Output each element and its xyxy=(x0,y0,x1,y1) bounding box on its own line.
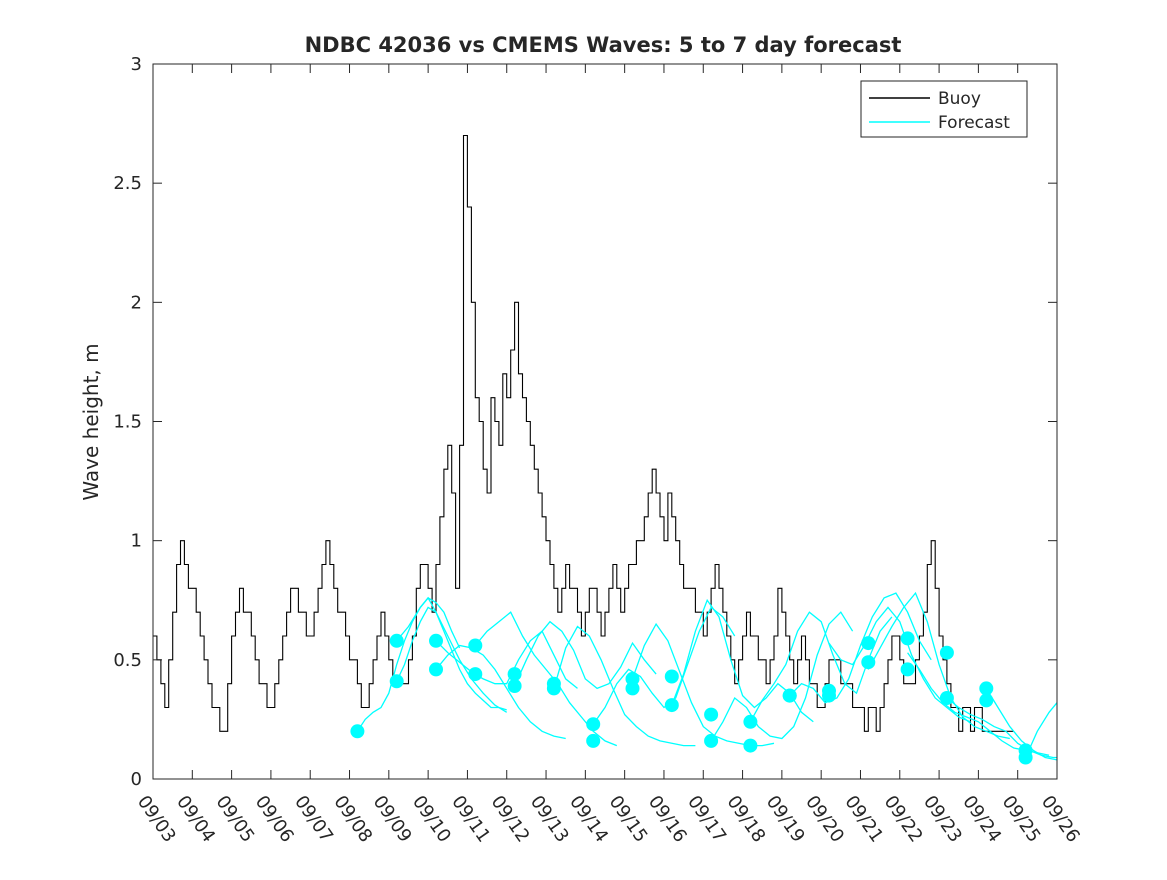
forecast-marker xyxy=(822,683,836,698)
forecast-marker xyxy=(350,724,365,739)
x-tick-label: 09/26 xyxy=(1037,792,1084,847)
legend-label-forecast: Forecast xyxy=(938,113,1010,133)
forecast-marker xyxy=(586,733,601,748)
y-tick-label: 3 xyxy=(131,54,142,75)
x-tick-label: 09/10 xyxy=(408,792,455,847)
forecast-line-8 xyxy=(553,625,696,747)
x-tick-label: 09/17 xyxy=(683,792,730,847)
chart-title: NDBC 42036 vs CMEMS Waves: 5 to 7 day fo… xyxy=(305,33,902,57)
forecast-marker xyxy=(861,655,876,670)
forecast-line-17 xyxy=(907,652,1050,756)
x-tick-label: 09/18 xyxy=(723,792,770,847)
plot-series xyxy=(153,134,1057,765)
forecast-marker xyxy=(704,707,719,722)
y-tick-label: 0 xyxy=(131,769,142,790)
forecast-marker xyxy=(389,633,404,648)
y-tick-label: 0.5 xyxy=(113,650,142,671)
forecast-marker xyxy=(664,669,679,684)
x-tick-label: 09/22 xyxy=(880,792,927,847)
forecast-line-6 xyxy=(474,611,618,747)
forecast-marker xyxy=(664,698,679,713)
forecast-line-9 xyxy=(592,606,736,725)
x-tick-label: 09/14 xyxy=(565,792,612,847)
legend: Buoy Forecast xyxy=(860,80,1028,138)
forecast-marker xyxy=(586,717,601,732)
y-axis-label: Wave height, m xyxy=(79,343,103,500)
forecast-line-15 xyxy=(828,606,971,723)
forecast-marker xyxy=(900,662,915,677)
forecast-line-20 xyxy=(1025,702,1057,758)
forecast-marker xyxy=(429,633,443,648)
forecast-marker xyxy=(743,714,758,729)
x-tick-label: 09/16 xyxy=(644,792,691,847)
forecast-line-3 xyxy=(396,596,508,713)
forecast-marker xyxy=(429,662,443,677)
x-tick-label: 09/25 xyxy=(998,792,1045,847)
forecast-marker xyxy=(1018,743,1033,758)
forecast-marker xyxy=(979,693,994,708)
x-tick-label: 09/24 xyxy=(958,792,1005,847)
x-tick-label: 09/23 xyxy=(919,792,966,847)
x-tick-label: 09/05 xyxy=(212,792,259,847)
y-tick-label: 1 xyxy=(131,531,142,552)
forecast-line-2 xyxy=(396,606,507,711)
forecast-marker xyxy=(389,674,404,689)
forecast-line-19 xyxy=(985,688,1057,761)
buoy-series-line xyxy=(153,134,1014,732)
forecast-line-18 xyxy=(946,697,1057,759)
y-tick-label: 2.5 xyxy=(113,173,142,194)
y-tick-label: 2 xyxy=(131,292,142,313)
forecast-marker xyxy=(507,667,522,682)
forecast-marker xyxy=(625,671,640,686)
forecast-marker xyxy=(861,636,876,651)
x-tick-label: 09/07 xyxy=(290,792,337,847)
x-tick-label: 09/20 xyxy=(801,792,848,847)
forecast-marker xyxy=(939,645,954,660)
forecast-line-4 xyxy=(435,644,566,740)
forecast-marker xyxy=(546,676,561,691)
x-tick-label: 09/15 xyxy=(605,792,652,847)
x-tick-label: 09/08 xyxy=(329,792,376,847)
forecast-line-1 xyxy=(356,597,461,732)
forecast-marker xyxy=(704,733,719,748)
forecast-line-12 xyxy=(710,611,854,742)
forecast-marker xyxy=(979,681,994,696)
x-tick-label: 09/11 xyxy=(447,792,494,847)
x-tick-label: 09/19 xyxy=(762,792,809,847)
forecast-marker xyxy=(900,631,915,646)
y-tick-label: 1.5 xyxy=(113,412,142,433)
x-tick-label: 09/03 xyxy=(133,792,180,847)
forecast-marker xyxy=(468,638,483,653)
x-tick-label: 09/13 xyxy=(526,792,573,847)
x-tick-label: 09/21 xyxy=(840,792,887,847)
forecast-marker xyxy=(939,691,954,705)
plot-area xyxy=(153,134,1057,765)
x-tick-label: 09/06 xyxy=(251,792,298,847)
forecast-marker xyxy=(782,688,797,703)
forecast-marker xyxy=(507,679,522,693)
forecast-line-5 xyxy=(435,630,578,689)
forecast-marker xyxy=(468,667,483,682)
forecast-line-7 xyxy=(514,620,657,690)
x-tick-label: 09/04 xyxy=(172,792,219,847)
forecast-line-16 xyxy=(867,591,1010,740)
forecast-marker xyxy=(743,738,758,753)
legend-label-buoy: Buoy xyxy=(938,89,981,109)
x-tick-label: 09/12 xyxy=(487,792,534,847)
x-tick-label: 09/09 xyxy=(369,792,416,847)
forecast-line-14 xyxy=(789,592,932,704)
legend-box xyxy=(860,80,1028,138)
